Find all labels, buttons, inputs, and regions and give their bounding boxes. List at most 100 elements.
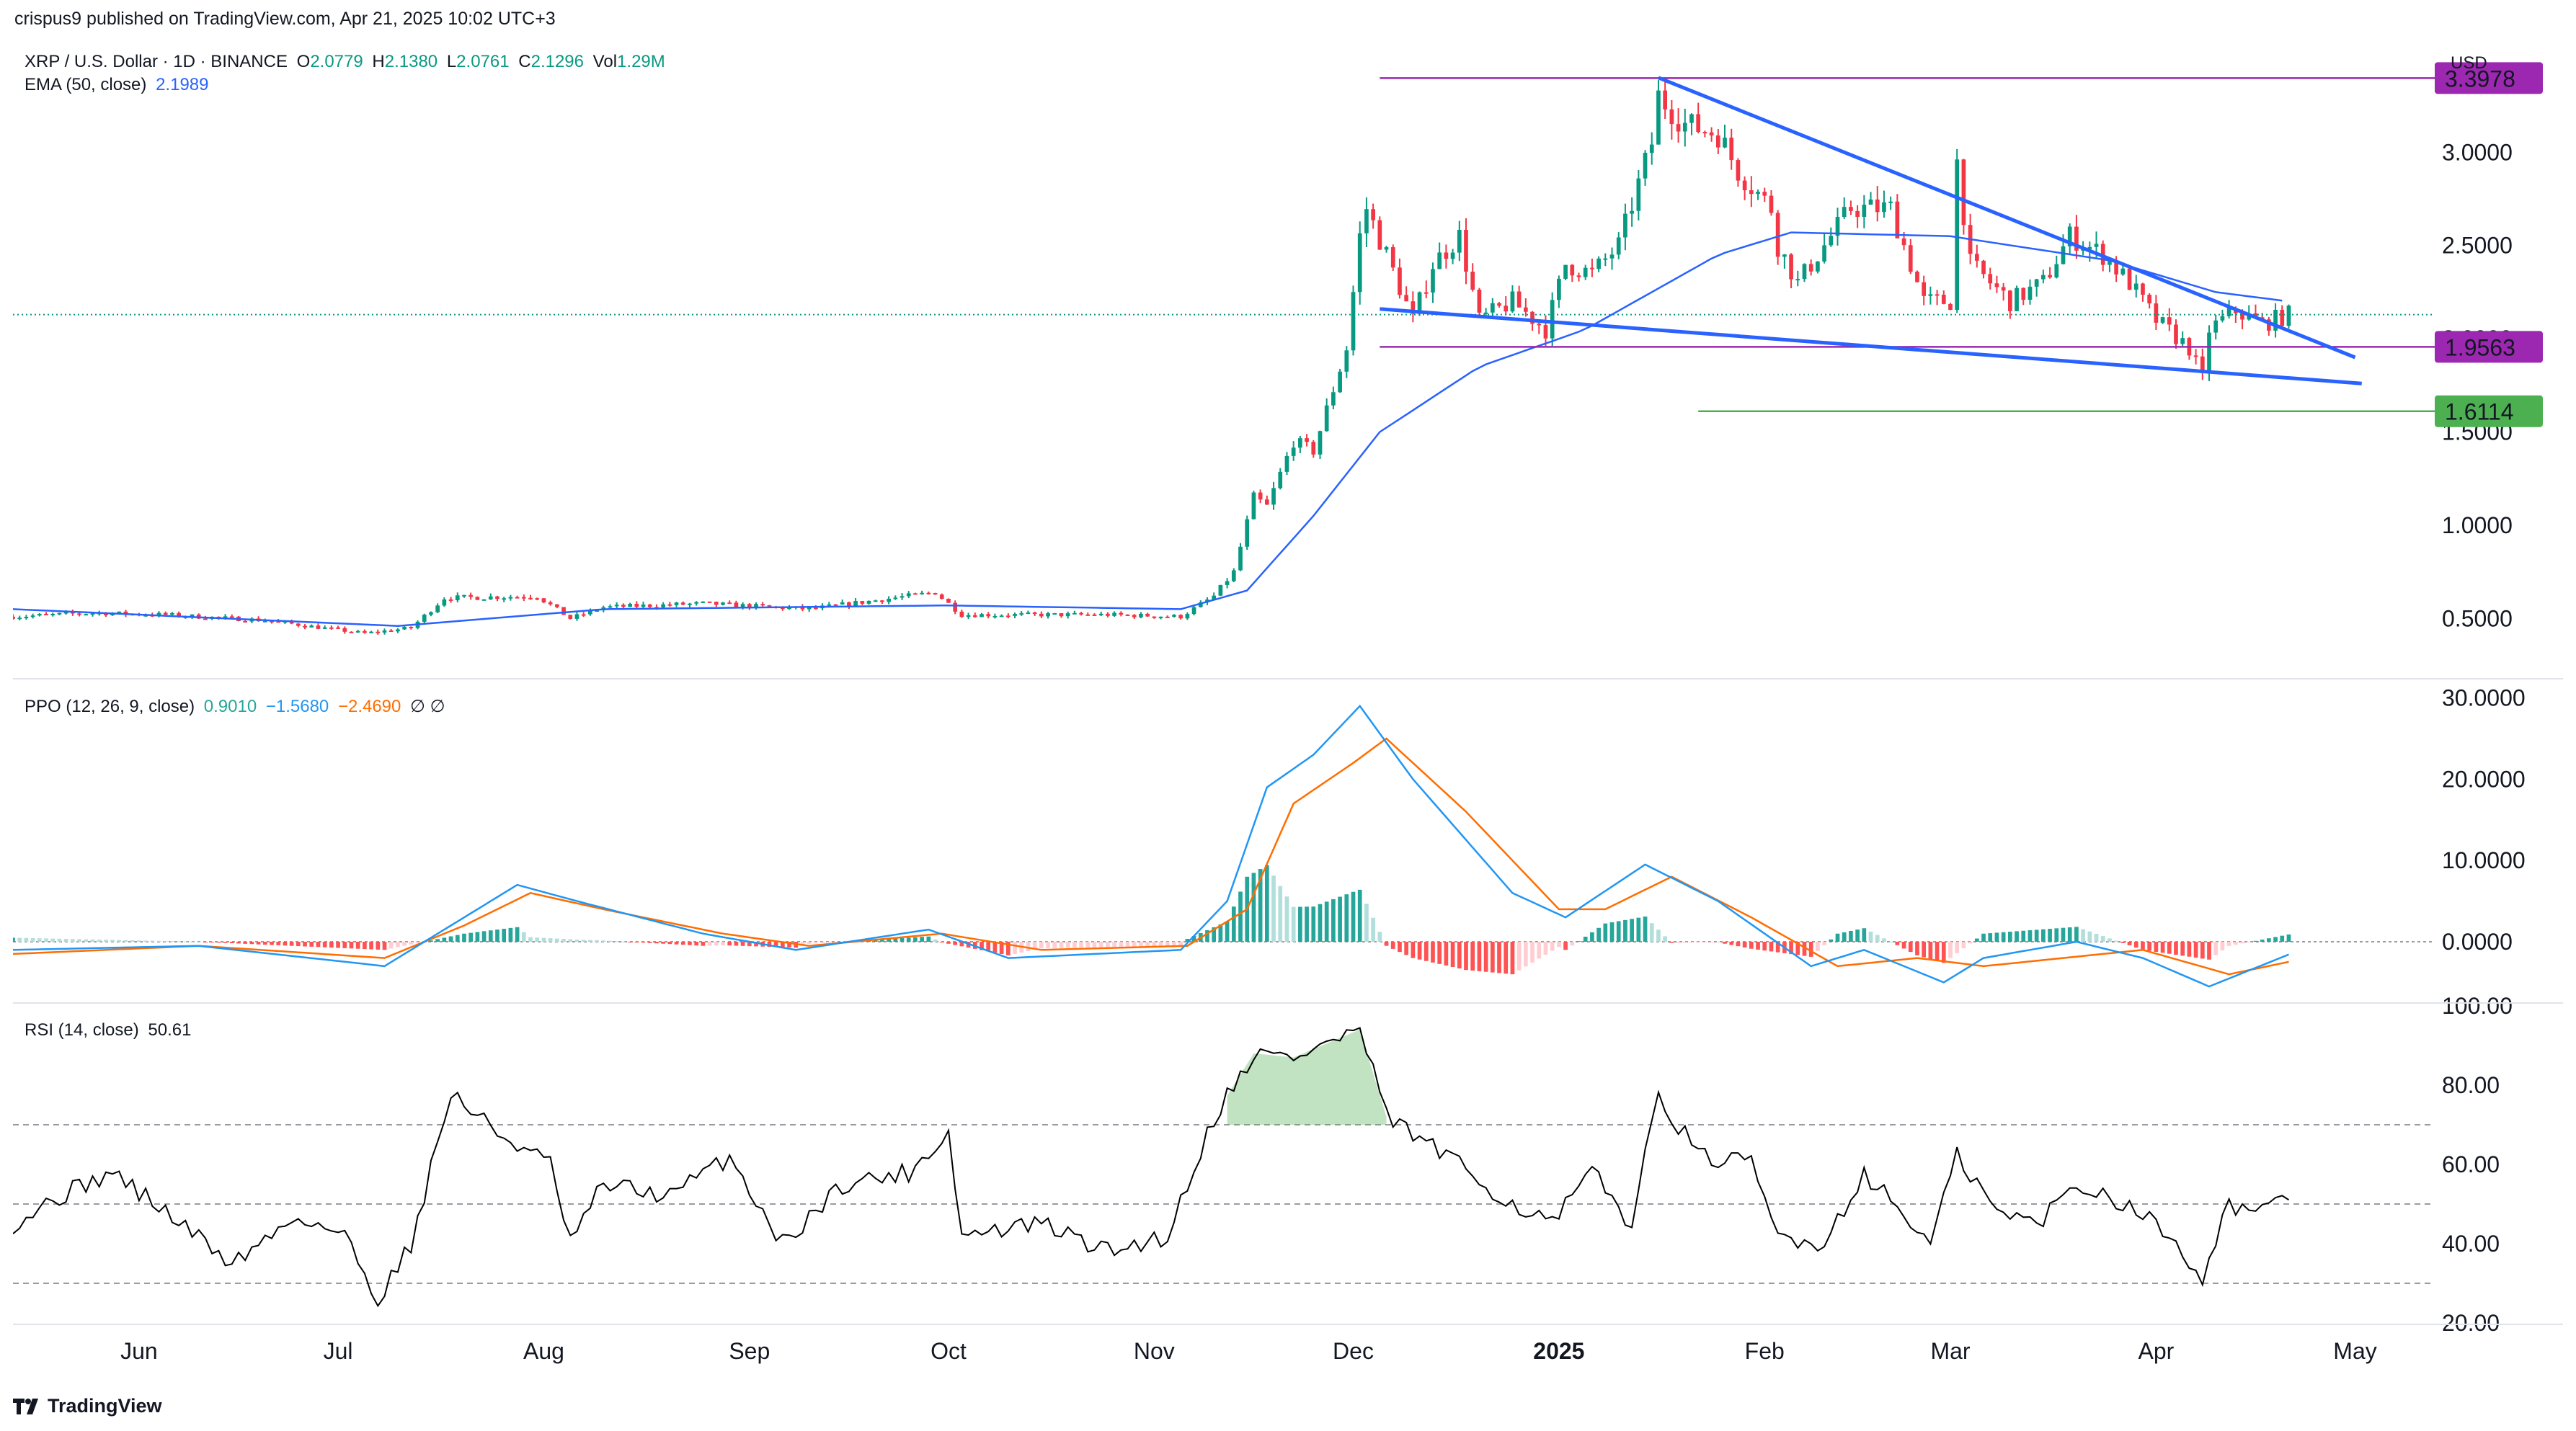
ppo-histogram-bar	[1576, 941, 1581, 942]
ppo-histogram-bar	[2001, 932, 2006, 942]
candle-body	[1882, 202, 1886, 213]
candle-body	[1981, 260, 1986, 275]
ppo-histogram-bar	[1013, 942, 1017, 954]
candle-body	[1079, 612, 1083, 615]
candle-body	[1026, 612, 1031, 615]
ppo-histogram-bar	[992, 942, 998, 953]
ppo-histogram-bar	[1398, 942, 1402, 953]
ppo-histogram-bar	[495, 930, 499, 942]
candle-body	[1557, 278, 1561, 300]
ppo-histogram-bar	[734, 942, 739, 946]
candle-body	[528, 597, 533, 599]
ppo-histogram-bar	[2240, 942, 2244, 944]
candle-body	[2220, 316, 2225, 321]
ppo-histogram-bar	[1483, 942, 1488, 972]
candle-body	[2074, 226, 2079, 251]
candle-body	[455, 595, 460, 600]
candle-body	[1808, 264, 1813, 272]
ppo-histogram-bar	[2174, 942, 2178, 955]
publisher-line: crispus9 published on TradingView.com, A…	[14, 9, 556, 29]
ppo-histogram-bar	[1218, 924, 1223, 942]
ppo-histogram-bar	[163, 941, 168, 942]
candle-body	[84, 614, 89, 616]
candle-body	[734, 602, 739, 607]
ppo-histogram-bar	[647, 942, 652, 943]
ppo-histogram-bar	[1649, 923, 1654, 942]
candle-body	[1630, 210, 1634, 214]
candle-body	[667, 604, 672, 606]
candle-body	[574, 614, 579, 619]
candle-body	[688, 603, 692, 605]
candle-body	[1384, 247, 1389, 250]
candle-body	[548, 602, 553, 605]
candle-body	[1875, 199, 1880, 213]
ppo-histogram-bar	[24, 937, 29, 942]
high-value: 2.1380	[384, 52, 438, 71]
ppo-histogram-bar	[13, 937, 15, 942]
candle-body	[2200, 356, 2205, 373]
candle-body	[1888, 201, 1893, 203]
candle-body	[1112, 612, 1116, 616]
candle-body	[1411, 301, 1416, 314]
ppo-histogram-bar	[1092, 942, 1097, 948]
ppo-histogram-bar	[1165, 942, 1170, 946]
ppo-histogram-bar	[999, 942, 1004, 955]
ppo-histogram-bar	[355, 942, 360, 949]
ppo-histogram-bar	[1477, 942, 1482, 971]
chart-canvas[interactable]: 0.50001.00001.50002.00002.50003.00003.39…	[13, 40, 2563, 1379]
candle-body	[595, 610, 599, 612]
candle-body	[561, 607, 566, 615]
candle-body	[1238, 546, 1243, 571]
candle-body	[807, 607, 812, 610]
candle-body	[1596, 258, 1601, 269]
candle-body	[1477, 290, 1482, 313]
ppo-histogram-bar	[1490, 942, 1495, 973]
ppo-histogram-bar	[1829, 939, 1834, 942]
candle-body	[229, 616, 234, 618]
candle-body	[2180, 338, 2185, 344]
candle-body	[1988, 274, 1993, 284]
ppo-histogram-bar	[2048, 929, 2052, 942]
ppo-histogram-bar	[1862, 928, 1867, 942]
ppo-histogram-bar	[1212, 927, 1217, 942]
candle-body	[906, 593, 911, 597]
ppo-histogram-bar	[396, 942, 400, 948]
ppo-histogram-bar	[953, 942, 958, 945]
tradingview-logo[interactable]: TradingView	[13, 1395, 162, 1417]
ppo-histogram-bar	[1191, 935, 1196, 942]
ppo-histogram-bar	[2273, 937, 2278, 942]
ema-legend: EMA (50, close) 2.1989	[25, 75, 213, 95]
time-axis-label: Jul	[324, 1338, 353, 1364]
ppo-axis-tick: 20.0000	[2442, 766, 2526, 792]
candle-body	[760, 604, 765, 606]
candle-body	[2048, 275, 2052, 278]
candle-body	[1152, 616, 1157, 618]
time-axis-label: Nov	[1134, 1338, 1175, 1364]
ppo-histogram-bar	[880, 939, 884, 942]
ppo-histogram-bar	[229, 942, 234, 944]
chart-frame[interactable]: 0.50001.00001.50002.00002.50003.00003.39…	[13, 40, 2563, 1379]
ppo-histogram-bar	[283, 942, 288, 946]
ppo-histogram-bar	[1278, 886, 1283, 942]
candle-body	[190, 614, 195, 617]
candle-body	[887, 598, 891, 602]
ppo-histogram-bar	[959, 942, 964, 947]
ppo-histogram-bar	[57, 938, 62, 942]
ppo-histogram-bar	[1882, 938, 1886, 942]
ppo-histogram-bar	[363, 942, 367, 950]
ppo-histogram-bar	[1723, 942, 1727, 944]
ppo-histogram-bar	[2213, 942, 2219, 955]
candle-body	[1431, 269, 1435, 293]
rsi-axis-tick: 20.00	[2442, 1310, 2500, 1336]
ppo-histogram-bar	[1384, 942, 1389, 946]
rsi-overbought-fill	[1227, 1030, 1387, 1125]
tradingview-logo-icon	[13, 1398, 38, 1414]
candle-body	[382, 630, 387, 633]
candle-body	[1504, 306, 1509, 312]
ppo-histogram-bar	[1039, 942, 1044, 949]
ppo-histogram-bar	[303, 942, 307, 947]
candle-body	[1165, 616, 1170, 618]
ppo-histogram-bar	[2127, 942, 2132, 945]
ppo-histogram-bar	[1928, 942, 1933, 960]
candle-body	[336, 627, 340, 629]
